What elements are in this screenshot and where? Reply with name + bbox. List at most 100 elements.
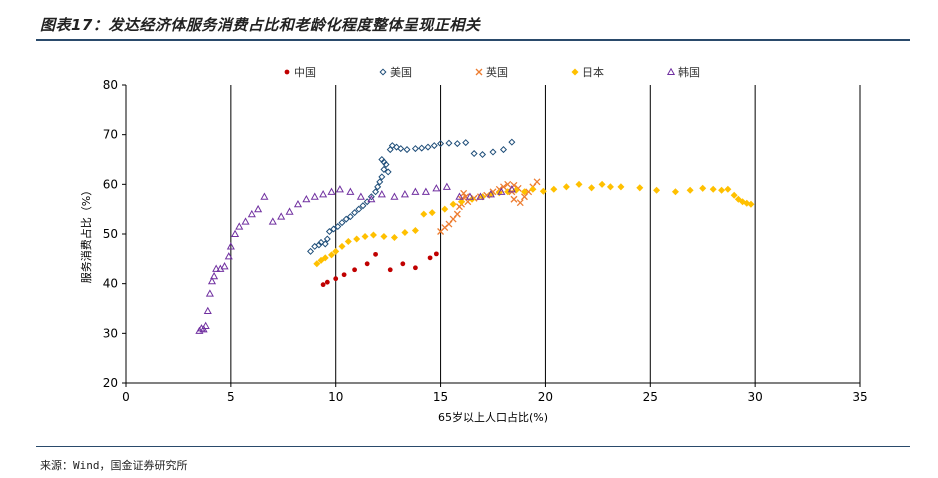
data-point [411,145,419,153]
data-point [476,192,485,200]
data-point [317,256,325,264]
data-point [302,195,311,203]
data-point [359,202,367,210]
y-axis-title: 服务消费占比（%） [79,185,93,283]
data-point [442,182,451,190]
data-point [529,185,537,193]
data-point [743,199,751,207]
legend-marker [379,68,387,76]
data-point [718,186,726,194]
top-rule [36,39,910,41]
data-point [356,192,365,200]
data-point [268,217,277,225]
data-point [338,219,346,227]
data-point [462,193,470,201]
data-point [458,198,466,206]
y-tick-label: 20 [103,376,118,390]
data-point [341,272,347,278]
data-point [373,251,378,257]
data-point [344,237,352,245]
x-axis-title: 65岁以上人口占比(%) [438,410,548,424]
series-4 [195,182,516,334]
y-tick-label: 80 [103,78,118,92]
data-point [342,215,350,223]
data-point [453,210,461,218]
data-point [413,265,418,271]
data-point [330,225,338,233]
data-point [636,184,644,192]
bottom-rule [36,446,910,447]
data-point [333,276,339,282]
grid-lines [230,85,861,383]
data-point [433,251,439,257]
data-point [377,190,386,198]
data-point [361,232,369,240]
data-point [400,190,409,198]
data-point [199,325,208,333]
data-point [355,205,363,213]
x-tick-label: 15 [433,390,448,404]
x-tick-label: 10 [328,390,343,404]
data-point [352,267,357,273]
axes [122,84,861,387]
data-point [324,279,330,285]
data-point [510,195,518,203]
data-point [327,187,336,195]
x-tick-labels: 0 5 10 15 20 25 30 35 [122,390,867,404]
data-point [401,229,409,237]
data-point [210,271,219,280]
data-point [432,184,441,192]
data-point [606,183,614,191]
data-point [420,210,428,218]
data-point [539,187,547,195]
y-tick-label: 30 [103,326,118,340]
data-point [507,185,516,193]
y-tick-label: 60 [103,177,118,191]
data-point [317,238,325,246]
data-point [321,240,329,248]
data-point [699,184,707,192]
data-point [241,217,250,225]
data-point [504,180,512,188]
data-point [382,160,390,168]
data-point [315,241,323,249]
y-tick-labels: 20 30 40 50 60 70 80 [103,78,118,390]
data-point [376,178,384,186]
data-point [671,188,679,196]
data-point [369,231,377,239]
legend-entry: 中国 [284,66,316,79]
data-point [285,207,294,215]
data-point [384,168,392,176]
x-tick-label: 25 [643,390,658,404]
legend-label: 美国 [390,66,412,79]
series-3 [313,180,755,268]
data-point [430,142,438,150]
data-point [575,180,583,188]
data-point [346,213,354,221]
data-point [445,139,453,147]
series-1 [307,138,516,255]
data-point [235,222,244,230]
data-point [380,165,388,173]
data-point [277,212,286,220]
data-point [224,252,233,260]
data-point [364,261,370,267]
data-point [378,173,386,181]
x-tick-label: 0 [122,390,130,404]
legend-marker [666,67,676,76]
data-point [231,229,240,238]
data-point [516,199,524,207]
data-point [335,185,344,193]
data-point [388,142,396,150]
data-point [378,155,386,164]
legend-entry: 日本 [571,65,604,79]
data-point [730,191,738,199]
data-point [203,306,212,315]
scatter-chart: 0 5 10 15 20 25 30 35 20 30 40 50 60 70 80 中国 美国 英国 日本 韩国… [79,65,868,424]
y-tick-label: 50 [103,227,118,241]
data-point [220,262,229,270]
data-point [709,185,717,193]
series-0 [320,251,439,288]
data-point [437,140,445,148]
legend: 中国 美国 英国 日本 韩国 [284,65,700,79]
